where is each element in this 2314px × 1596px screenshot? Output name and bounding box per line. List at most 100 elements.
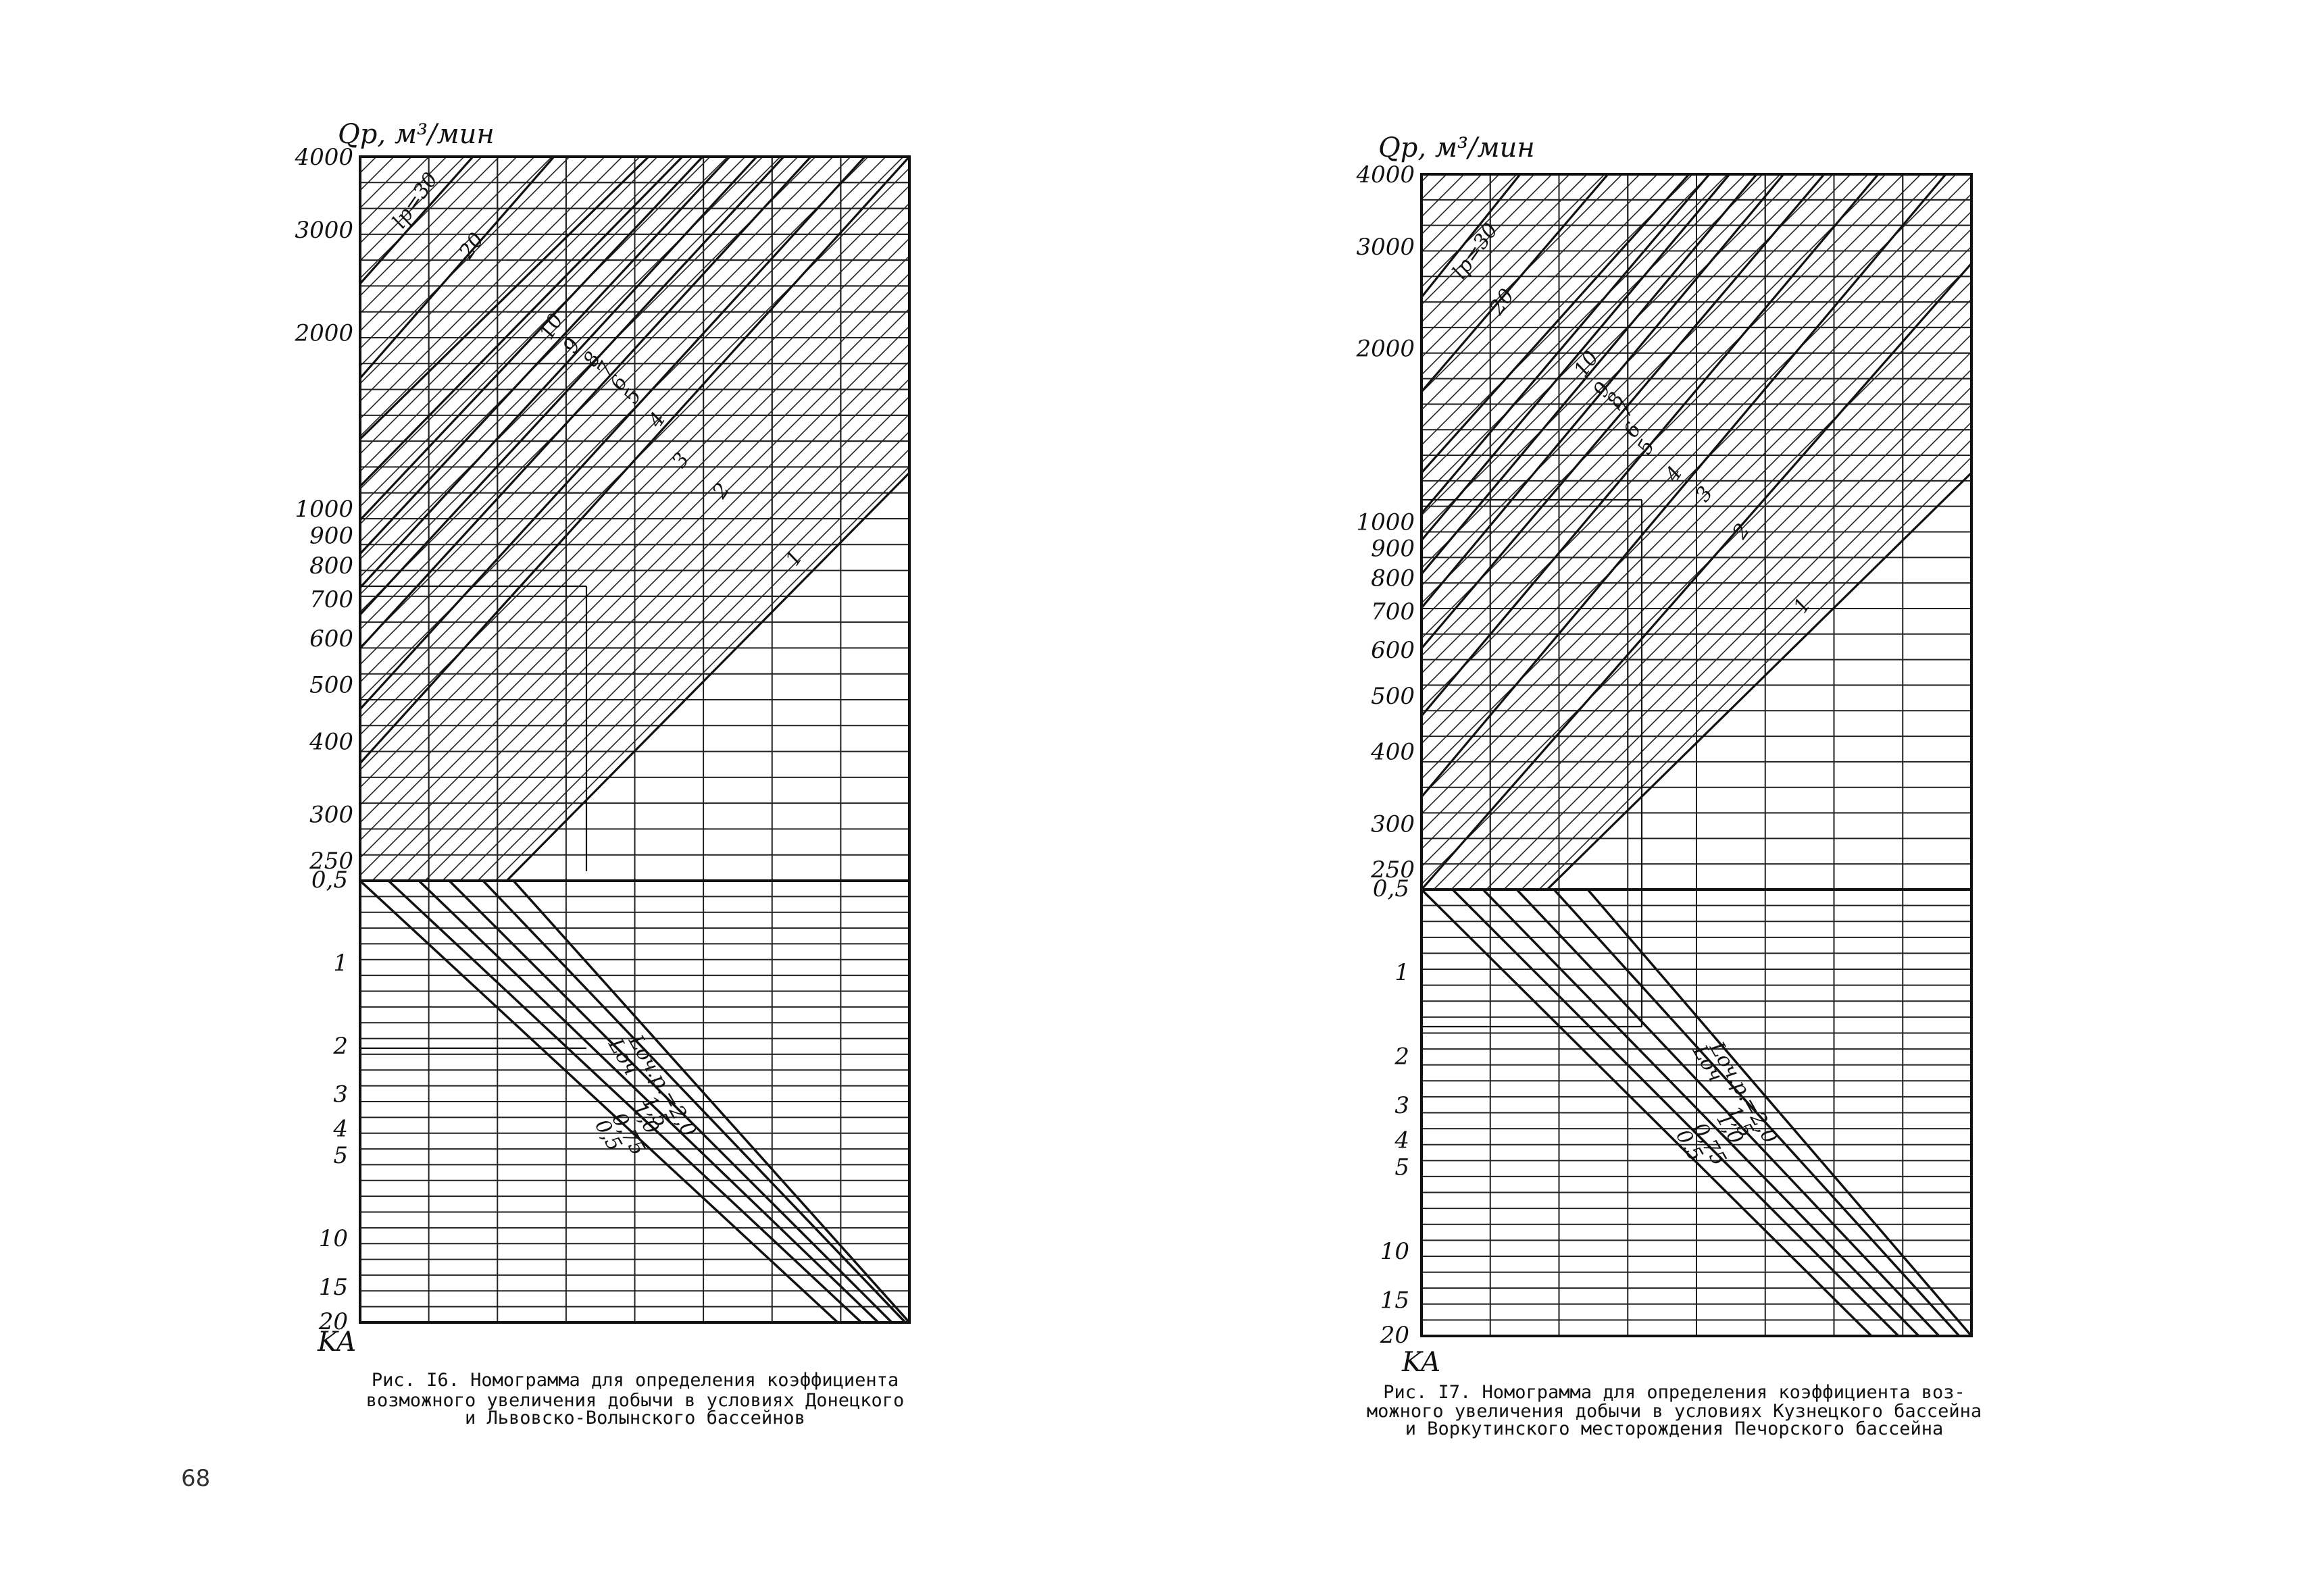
- k-tick-label: 1: [1394, 959, 1409, 986]
- q-tick-label: 500: [1371, 683, 1415, 710]
- upper-curve-9: [1422, 174, 1711, 515]
- hatch-line: [360, 157, 500, 297]
- q-tick-label: 700: [1371, 598, 1415, 625]
- hatch-line: [899, 869, 909, 881]
- lower-curve: [482, 881, 907, 1322]
- upper-curve-label: 5: [620, 385, 647, 408]
- upper-curve-label: 1: [781, 546, 808, 571]
- hatch-line: [360, 157, 640, 438]
- hatch-line: [1422, 174, 1570, 324]
- hatch-line: [952, 157, 1676, 881]
- hatch-line: [1422, 174, 1886, 640]
- lower-curves: [360, 881, 909, 1322]
- figure-caption-line: и Львовско-Волынского бассейнов: [465, 1408, 805, 1428]
- q-tick-label: 500: [309, 672, 353, 699]
- hatch-line: [360, 157, 553, 350]
- q-tick-label: 4000: [294, 144, 353, 171]
- hatch-line: [1422, 174, 1851, 604]
- lower-curve: [1482, 890, 1920, 1336]
- figure-caption-line: Рис. I6. Номограмма для определения коэф…: [372, 1370, 899, 1391]
- q-tick-label: 700: [309, 586, 353, 613]
- q-tick-label: 4000: [1355, 161, 1415, 188]
- hatch-line: [1422, 174, 1658, 411]
- upper-curves: [1422, 174, 1971, 890]
- chart-frame: [359, 155, 911, 1324]
- hatch-line: [811, 781, 909, 881]
- upper-curve-2: [360, 157, 909, 765]
- hatch-line: [1422, 174, 1904, 657]
- figure-caption-line: и Воркутинского месторождения Печорского…: [1405, 1418, 1944, 1439]
- hatch-line: [360, 157, 518, 315]
- q-tick-label: 250: [1370, 856, 1415, 883]
- q-tick-label: 3000: [295, 217, 353, 244]
- lower-curve: [1451, 890, 1900, 1336]
- q-tick-label: 1000: [1356, 509, 1415, 536]
- upper-curve-6: [360, 157, 758, 589]
- hatch-line: [1942, 860, 1971, 890]
- upper-curve-10: [1422, 174, 1690, 474]
- k-tick-label: 3: [1394, 1092, 1409, 1119]
- q-tick-label: 3000: [1356, 234, 1415, 261]
- q-tick-label: 400: [309, 728, 353, 755]
- hatch-line: [1422, 174, 1763, 517]
- upper-curve-label: 3: [668, 448, 695, 473]
- upper-curve-8: [1422, 174, 1731, 542]
- q-tick-label: 250: [309, 848, 353, 875]
- lower-curve: [360, 881, 839, 1322]
- hatch-line: [1422, 174, 1799, 552]
- q-tick-label: 900: [1371, 536, 1415, 563]
- lower-curve: [1515, 890, 1940, 1336]
- k-tick-label: 3: [333, 1081, 348, 1108]
- upper-curve-4: [1422, 174, 1880, 717]
- hatch-line: [360, 157, 658, 455]
- q-axis-title: Qр, м³/мин: [1378, 132, 1535, 163]
- hatch-line: [360, 157, 834, 631]
- q-tick-label: 1000: [295, 496, 353, 523]
- k-tick-label: 1: [333, 950, 348, 977]
- hatch-line: [360, 157, 605, 403]
- q-tick-label: 600: [1371, 637, 1415, 664]
- lower-curve: [512, 881, 909, 1322]
- hatch-line: [1925, 842, 1971, 890]
- lower-curve: [1586, 890, 1971, 1336]
- hatch-line: [360, 157, 799, 596]
- grid-overlay: [428, 157, 909, 881]
- q-tick-label: 800: [1371, 565, 1415, 592]
- k-tick-label: 5: [1394, 1154, 1409, 1181]
- upper-curve-5: [360, 157, 785, 616]
- k-tick-label: 2: [1394, 1043, 1409, 1070]
- upper-curve-lр=30: [1422, 174, 1521, 299]
- k-tick-label: 4: [332, 1116, 348, 1143]
- lower-curve: [387, 881, 863, 1322]
- lower-curve: [1553, 890, 1961, 1336]
- example-path: [1422, 498, 1643, 1028]
- upper-curve-20: [360, 157, 555, 380]
- upper-curve-7: [1422, 174, 1758, 575]
- hatch-line: [934, 157, 1659, 881]
- hatch-line: [360, 157, 676, 473]
- upper-curve-label: 2: [1728, 519, 1755, 544]
- chart-frame: [1420, 173, 1973, 1337]
- hatch-line: [360, 157, 728, 525]
- upper-curve-label: 10: [1569, 346, 1604, 381]
- k-tick-label: 10: [1380, 1238, 1409, 1265]
- upper-curve-1: [1546, 471, 1971, 890]
- hatch-line: [360, 157, 693, 490]
- hatch-line: [1422, 174, 1553, 306]
- hatch-line: [1422, 174, 1711, 464]
- k-tick-label: 15: [319, 1274, 348, 1301]
- hatch-line: [828, 799, 909, 881]
- k-axis-title: KA: [317, 1327, 356, 1358]
- hatch-line: [1996, 174, 2314, 890]
- hatch-line: [1978, 174, 2314, 890]
- q-tick-label: 300: [309, 801, 353, 828]
- figure-caption-line: можного увеличения добычи в условиях Куз…: [1367, 1401, 1982, 1422]
- hatch-line: [360, 157, 781, 578]
- figure-caption-line: Рис. I7. Номограмма для определения коэф…: [1383, 1382, 1965, 1403]
- k-tick-label: 0,5: [1373, 875, 1409, 902]
- lower-curve: [1422, 890, 1873, 1336]
- hatch-line: [360, 157, 816, 613]
- upper-curves: [360, 157, 909, 881]
- upper-curve-7: [360, 157, 731, 555]
